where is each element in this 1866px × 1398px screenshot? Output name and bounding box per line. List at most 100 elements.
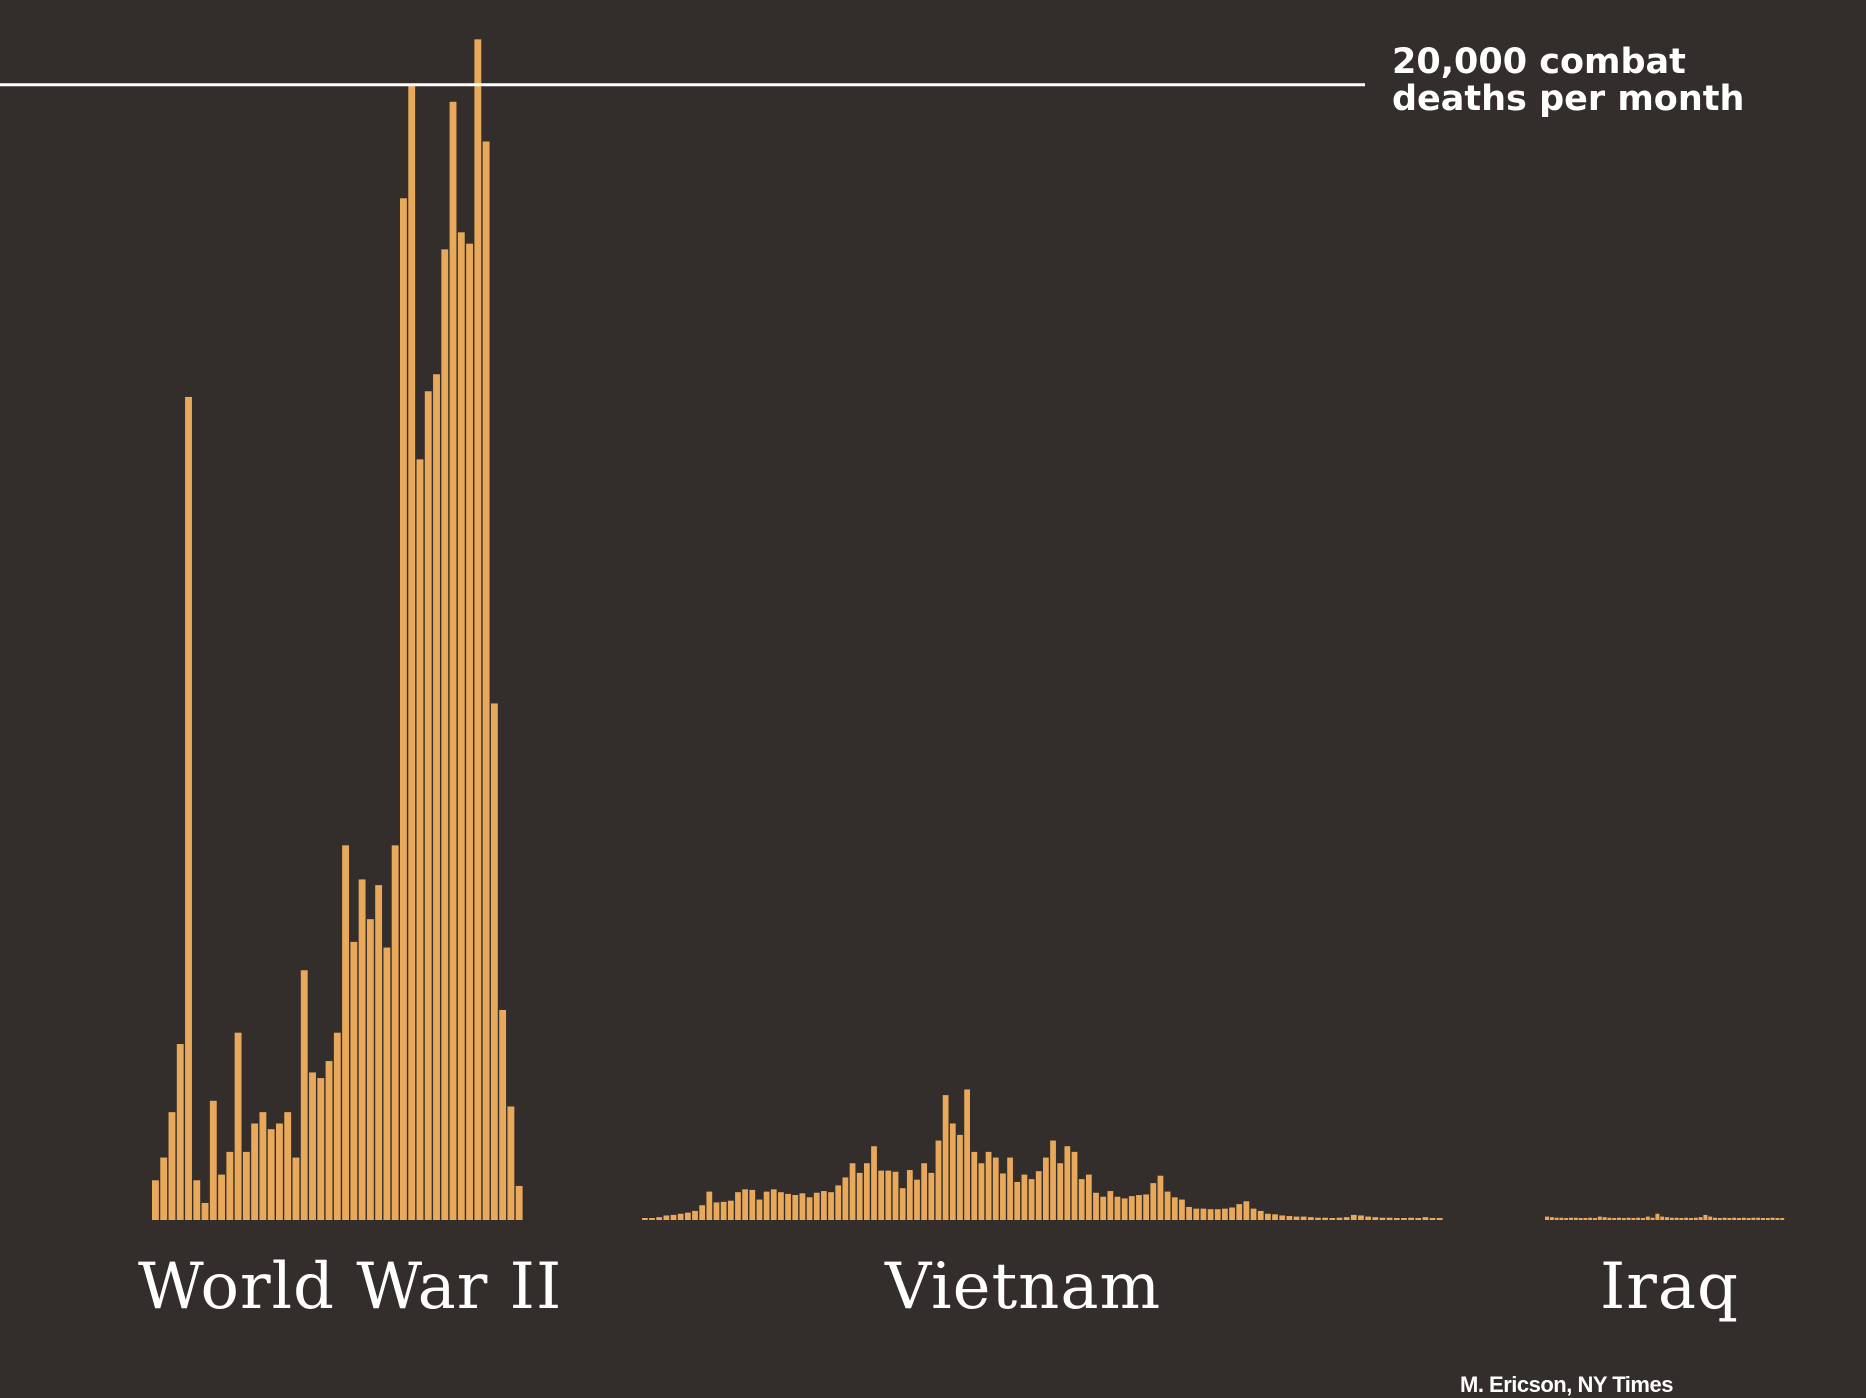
iraq-bar-30 [1684, 1217, 1689, 1220]
vietnam-bar-37 [899, 1188, 906, 1220]
vietnam-bar-19 [770, 1189, 777, 1220]
vietnam-bar-74 [1164, 1191, 1171, 1220]
iraq-bar-14 [1607, 1217, 1612, 1220]
world-war-ii-bar-36 [441, 249, 449, 1221]
vietnam-bar-106 [1393, 1218, 1400, 1220]
vietnam-bar-38 [906, 1170, 913, 1220]
iraq-bar-37 [1717, 1218, 1722, 1220]
iraq-bar-25 [1660, 1216, 1665, 1220]
world-war-ii-bar-13 [251, 1123, 259, 1220]
iraq-bar-17 [1621, 1218, 1626, 1220]
iraq-bar-11 [1593, 1218, 1597, 1220]
vietnam-bar-55 [1028, 1179, 1035, 1220]
world-war-ii-bar-2 [160, 1157, 168, 1220]
vietnam-bar-77 [1186, 1206, 1192, 1220]
world-war-ii-bar-12 [242, 1151, 250, 1220]
vietnam-bar-33 [871, 1146, 877, 1220]
vietnam-bar-89 [1272, 1214, 1278, 1220]
vietnam-bar-68 [1121, 1198, 1128, 1220]
vietnam-bar-79 [1200, 1208, 1207, 1220]
vietnam-bar-96 [1322, 1217, 1329, 1220]
iraq-bar-38 [1722, 1217, 1727, 1220]
iraq-bar-29 [1679, 1218, 1684, 1220]
world-war-ii-bar-25 [350, 941, 358, 1220]
vietnam-bar-101 [1358, 1215, 1364, 1220]
world-war-ii-bar-23 [333, 1032, 341, 1220]
world-war-ii-bar-33 [416, 459, 424, 1220]
vietnam-bar-99 [1343, 1217, 1350, 1220]
vietnam-bar-93 [1300, 1216, 1307, 1220]
vietnam-bar-42 [935, 1140, 942, 1220]
world-war-ii-bar-30 [391, 845, 399, 1220]
vietnam-bar-94 [1307, 1217, 1314, 1220]
vietnam-bar-67 [1114, 1196, 1121, 1220]
iraq-bar-36 [1713, 1217, 1717, 1220]
world-war-ii-bar-9 [218, 1174, 225, 1220]
world-war-ii-bar-45 [515, 1185, 523, 1220]
world-war-ii-bar-7 [201, 1202, 209, 1220]
vietnam-bar-52 [1007, 1157, 1013, 1220]
iraq-bar-2 [1549, 1217, 1554, 1220]
vietnam-bar-23 [799, 1193, 806, 1220]
vietnam-bar-91 [1286, 1216, 1293, 1220]
iraq-bar-35 [1708, 1216, 1713, 1220]
source-credit: M. Ericson, NY Times [1460, 1372, 1673, 1397]
vietnam-bar-66 [1107, 1191, 1114, 1220]
vietnam-bar-100 [1350, 1214, 1357, 1220]
world-war-ii-bar-29 [383, 947, 391, 1220]
iraq-bar-16 [1617, 1217, 1621, 1220]
vietnam-bar-108 [1408, 1217, 1414, 1220]
vietnam-bar-107 [1401, 1218, 1407, 1220]
vietnam-bar-103 [1372, 1217, 1379, 1220]
vietnam-bar-36 [892, 1171, 899, 1220]
vietnam-bar-76 [1179, 1199, 1185, 1220]
vietnam-bar-3 [656, 1217, 663, 1220]
iraq-bar-43 [1746, 1218, 1751, 1220]
vietnam-bar-30 [849, 1163, 856, 1220]
iraq-bar-12 [1597, 1216, 1602, 1220]
vietnam-bar-54 [1021, 1174, 1028, 1220]
iraq-bar-24 [1655, 1213, 1660, 1220]
iraq-bar-19 [1631, 1218, 1636, 1220]
reference-line-label-line1: 20,000 combat [1392, 42, 1686, 82]
vietnam-bar-112 [1436, 1218, 1443, 1220]
vietnam-bar-53 [1014, 1181, 1021, 1220]
world-war-ii-bar-41 [482, 141, 490, 1220]
vietnam-bar-109 [1415, 1218, 1422, 1220]
world-war-ii-bar-4 [176, 1044, 184, 1220]
iraq-bar-9 [1583, 1218, 1588, 1220]
vietnam-bar-97 [1329, 1218, 1336, 1220]
vietnam-bar-59 [1057, 1163, 1064, 1220]
vietnam-bar-69 [1128, 1196, 1135, 1220]
vietnam-bar-65 [1100, 1196, 1107, 1220]
world-war-ii-bar-35 [433, 374, 440, 1221]
world-war-ii-bar-34 [424, 391, 432, 1220]
vietnam-bar-98 [1336, 1217, 1343, 1220]
world-war-ii-bar-20 [309, 1072, 316, 1220]
vietnam-bar-75 [1171, 1197, 1178, 1220]
iraq-bar-15 [1612, 1218, 1617, 1220]
world-war-ii-bar-8 [209, 1100, 217, 1220]
vietnam-bar-64 [1093, 1192, 1099, 1220]
vietnam-bar-32 [863, 1163, 870, 1220]
vietnam-bar-26 [821, 1191, 827, 1220]
iraq-bar-40 [1732, 1217, 1737, 1220]
vietnam-bar-35 [885, 1170, 892, 1220]
vietnam-bar-70 [1136, 1195, 1142, 1220]
iraq-bar-39 [1727, 1218, 1732, 1220]
vietnam-bar-8 [692, 1210, 698, 1220]
world-war-ii-bar-1 [152, 1180, 159, 1220]
vietnam-bar-7 [684, 1212, 691, 1220]
iraq-bar-49 [1775, 1218, 1780, 1220]
vietnam-bar-80 [1207, 1209, 1214, 1220]
iraq-bar-4 [1559, 1217, 1564, 1220]
vietnam-bar-78 [1193, 1208, 1200, 1220]
vietnam-bar-62 [1078, 1179, 1085, 1220]
iraq-bar-46 [1761, 1218, 1765, 1220]
vietnam-bar-22 [792, 1195, 799, 1220]
vietnam-bar-51 [1000, 1173, 1006, 1220]
vietnam-bar-31 [856, 1172, 863, 1220]
iraq-bar-27 [1669, 1217, 1674, 1220]
vietnam-bar-104 [1379, 1217, 1386, 1220]
vietnam-bar-95 [1315, 1217, 1321, 1220]
